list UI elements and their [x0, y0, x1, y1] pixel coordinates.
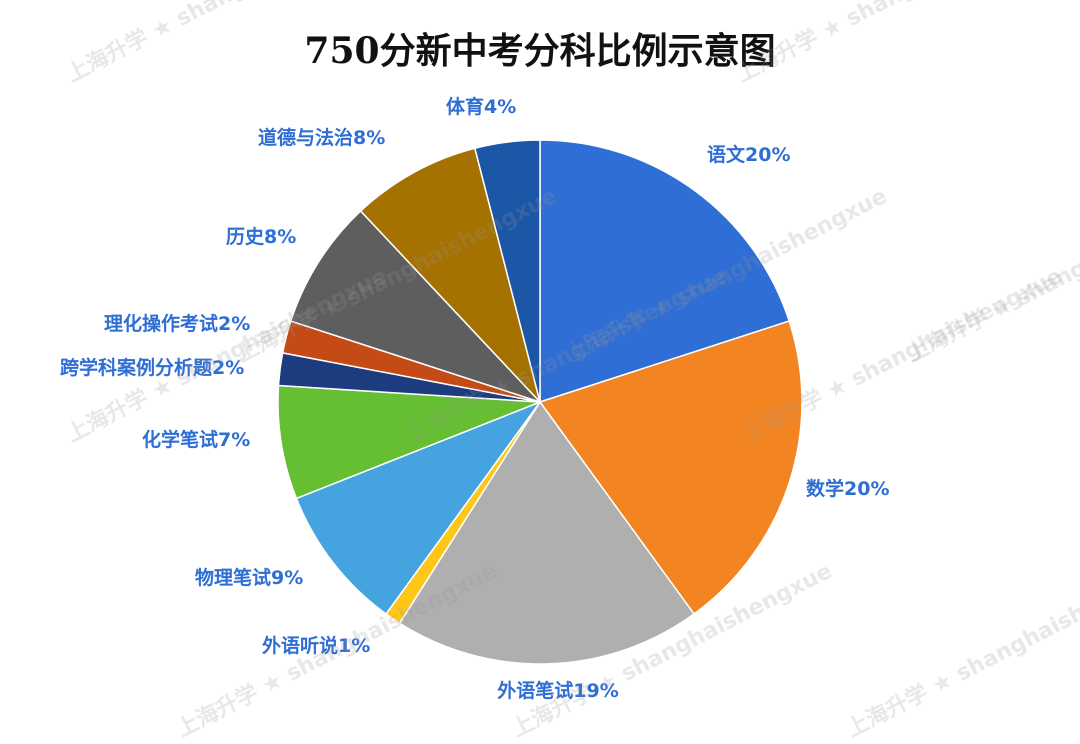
pie-slice [295, 400, 543, 616]
slice-data-label: 道德与法治8% [258, 126, 385, 149]
slice-data-label: 外语笔试19% [497, 679, 618, 702]
pie-slice [277, 384, 541, 500]
slice-data-label: 化学笔试7% [142, 428, 250, 451]
slice-data-label: 体育4% [446, 95, 516, 118]
pie-slice [539, 139, 791, 404]
slice-data-label: 语文20% [707, 143, 790, 166]
pie-chart: 语文20% 数学20% 外语笔试19% 外语听说1% 物理笔试9% 化学笔试7% 跨学科案例… [60, 95, 889, 702]
pie-slice [289, 209, 541, 403]
slice-data-label: 物理笔试9% [195, 566, 303, 589]
pie-slice [473, 139, 541, 403]
pie-slice [359, 147, 541, 403]
pie-slice [398, 400, 696, 665]
slice-data-label: 历史8% [226, 226, 296, 248]
slice-data-label: 数学20% [806, 477, 889, 500]
slice-data-label: 外语听说1% [262, 634, 370, 657]
slice-data-label: 跨学科案例分析题2% [60, 356, 244, 379]
pie-slice [538, 320, 803, 616]
slice-data-label: 理化操作考试2% [104, 312, 250, 335]
chart-title: 750分新中考分科比例示意图 [304, 30, 776, 72]
